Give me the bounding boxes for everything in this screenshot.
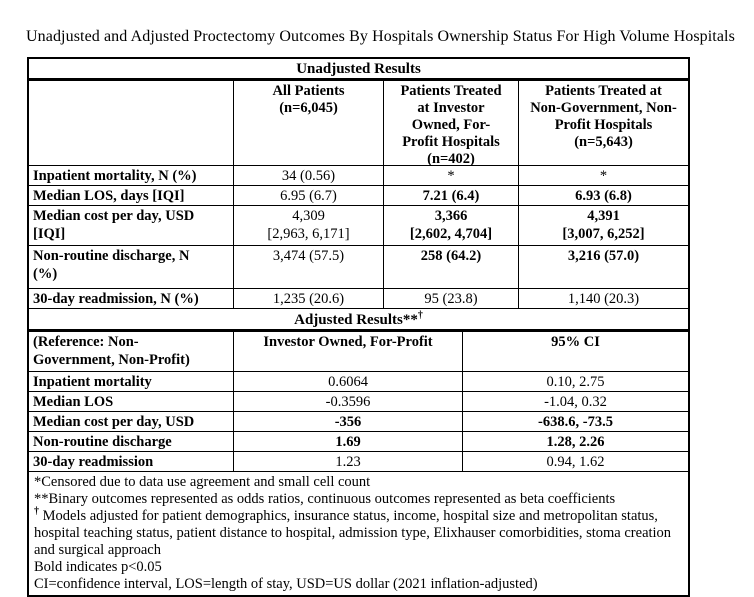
column-header-reference: (Reference: Non- Government, Non-Profit) [29, 332, 234, 371]
row-label-cell: Median cost per day, USD [IQI] [29, 206, 234, 245]
value-cell: 258 (64.2) [384, 246, 519, 288]
table-row-median-cost: Median cost per day, USD [IQI] 4,309 [2,… [29, 206, 688, 246]
ci-cell: -638.6, -73.5 [538, 414, 613, 430]
table-row-adj-inpatient-mortality: Inpatient mortality 0.6064 0.10, 2.75 [29, 372, 688, 392]
row-label-cell: Non-routine discharge [29, 432, 234, 451]
value-cell: 4,309 [2,963, 6,171] [234, 206, 384, 245]
row-label-cell: Inpatient mortality [29, 372, 234, 391]
row-label-cell: Inpatient mortality, N (%) [29, 166, 234, 185]
table-row-adj-nonroutine-discharge: Non-routine discharge 1.69 1.28, 2.26 [29, 432, 688, 452]
column-header-all-patients: All Patients (n=6,045) [234, 81, 384, 165]
footnote-binary-outcomes: **Binary outcomes represented as odds ra… [34, 491, 683, 508]
footnote-text: **Binary outcomes represented as odds ra… [34, 491, 616, 507]
unadjusted-header-row: All Patients (n=6,045) Patients Treated … [29, 81, 688, 166]
footnote-text: *Censored due to data use agreement and … [34, 474, 371, 490]
table-row-nonroutine-discharge: Non-routine discharge, N (%) 3,474 (57.5… [29, 246, 688, 289]
estimate-cell: 1.69 [234, 432, 463, 451]
page-title: Unadjusted and Adjusted Proctectomy Outc… [26, 28, 735, 45]
value-cell: 4,391 [3,007, 6,252] [562, 208, 645, 242]
unadjusted-section-title: Unadjusted Results [296, 61, 421, 77]
row-label-cell: Median cost per day, USD [29, 412, 234, 431]
value-cell: 3,216 (57.0) [567, 248, 640, 264]
value-cell: 6.93 (6.8) [575, 188, 632, 204]
adjusted-section-header: Adjusted Results**† [29, 309, 688, 332]
estimate-cell: -0.3596 [234, 392, 463, 411]
estimate-cell: -356 [234, 412, 463, 431]
adjusted-header-row: (Reference: Non- Government, Non-Profit)… [29, 332, 688, 372]
value-cell: * [384, 166, 519, 185]
value-cell: 7.21 (6.4) [384, 186, 519, 205]
unadjusted-section-header: Unadjusted Results [29, 59, 688, 81]
value-cell: 3,366 [2,602, 4,704] [384, 206, 519, 245]
value-cell: 6.95 (6.7) [234, 186, 384, 205]
document-page: Unadjusted and Adjusted Proctectomy Outc… [0, 28, 754, 597]
row-label-cell: 30-day readmission, N (%) [29, 289, 234, 308]
table-row-adj-median-los: Median LOS -0.3596 -1.04, 0.32 [29, 392, 688, 412]
value-cell: 1,140 (20.3) [567, 291, 640, 307]
estimate-cell: 0.6064 [234, 372, 463, 391]
table-row-inpatient-mortality: Inpatient mortality, N (%) 34 (0.56) * * [29, 166, 688, 186]
table-row-median-los: Median LOS, days [IQI] 6.95 (6.7) 7.21 (… [29, 186, 688, 206]
footnote-models-adjusted: † Models adjusted for patient demographi… [34, 506, 683, 559]
footnote-censored: *Censored due to data use agreement and … [34, 474, 683, 491]
dagger-icon: † [34, 506, 39, 518]
estimate-cell: 1.23 [234, 452, 463, 471]
dagger-superscript: † [417, 310, 423, 321]
outcomes-table: Unadjusted Results All Patients (n=6,045… [27, 57, 690, 597]
footnote-bold-indicates: Bold indicates p<0.05 [34, 559, 683, 576]
adjusted-section-title: Adjusted Results** [294, 312, 418, 328]
footnote-text: Models adjusted for patient demographics… [34, 508, 675, 558]
table-row-adj-30day-readmission: 30-day readmission 1.23 0.94, 1.62 [29, 452, 688, 472]
footnotes-block: *Censored due to data use agreement and … [29, 472, 688, 595]
table-row-30day-readmission: 30-day readmission, N (%) 1,235 (20.6) 9… [29, 289, 688, 309]
footnote-abbreviations: CI=confidence interval, LOS=length of st… [34, 576, 683, 593]
column-header-nonprofit: Patients Treated at Non-Government, Non-… [530, 83, 677, 150]
column-header-investor-owned: Patients Treated at Investor Owned, For-… [384, 81, 519, 165]
footnote-text: CI=confidence interval, LOS=length of st… [34, 576, 538, 592]
column-header-investor-estimate: Investor Owned, For-Profit [234, 332, 463, 371]
ci-cell: -1.04, 0.32 [544, 394, 607, 410]
row-label-cell: Median LOS, days [IQI] [29, 186, 234, 205]
row-label-cell: 30-day readmission [29, 452, 234, 471]
value-cell: 3,474 (57.5) [234, 246, 384, 288]
footnote-text: Bold indicates p<0.05 [34, 559, 162, 575]
table-row-adj-median-cost: Median cost per day, USD -356 -638.6, -7… [29, 412, 688, 432]
ci-cell: 1.28, 2.26 [546, 434, 605, 450]
ci-cell: 0.94, 1.62 [546, 454, 605, 470]
value-cell: 95 (23.8) [384, 289, 519, 308]
corner-cell [29, 81, 234, 165]
value-cell: 1,235 (20.6) [234, 289, 384, 308]
row-label-cell: Median LOS [29, 392, 234, 411]
value-cell: * [599, 168, 608, 184]
row-label-cell: Non-routine discharge, N (%) [29, 246, 234, 288]
value-cell: 34 (0.56) [234, 166, 384, 185]
column-header-95ci: 95% CI [551, 334, 600, 350]
ci-cell: 0.10, 2.75 [546, 374, 605, 390]
